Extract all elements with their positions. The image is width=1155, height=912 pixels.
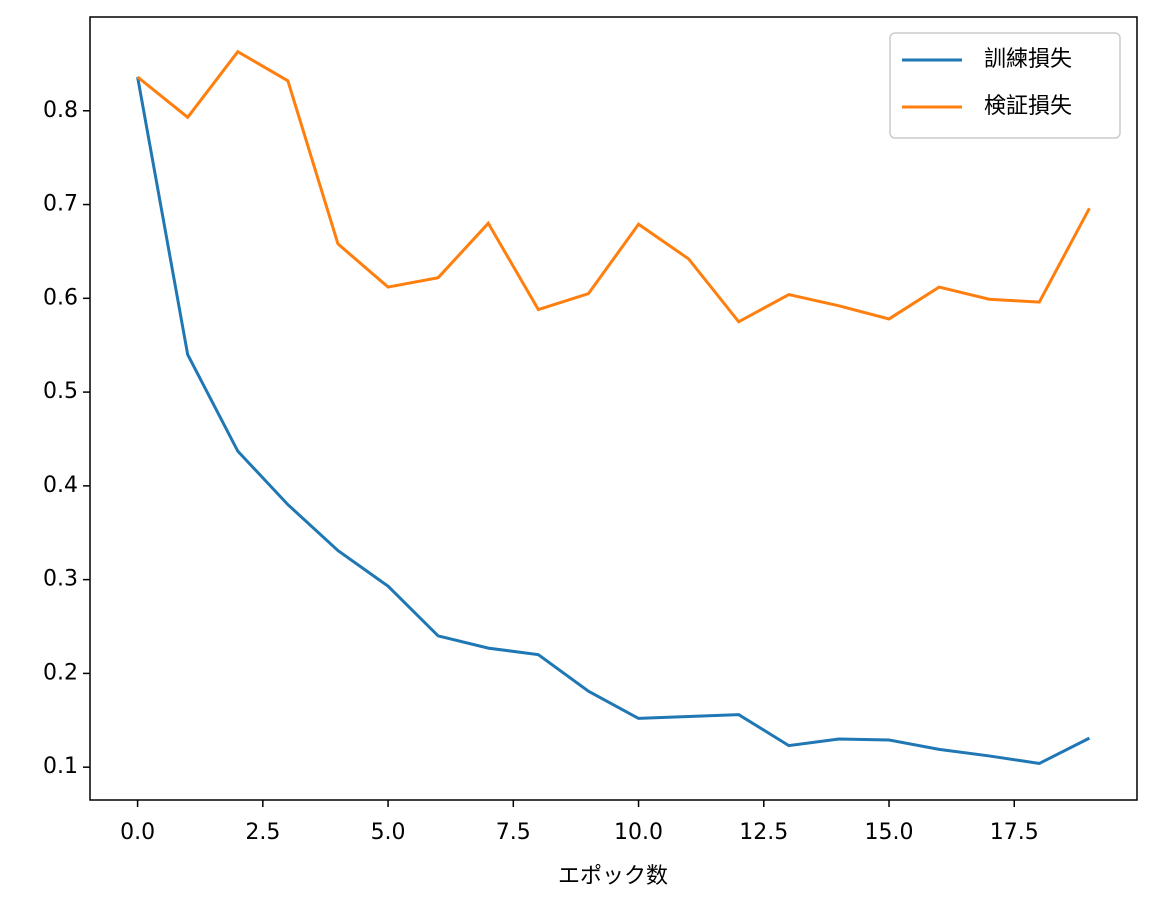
x-tick-label: 5.0 <box>371 820 406 845</box>
y-tick-label: 0.8 <box>43 98 78 123</box>
y-tick-label: 0.5 <box>43 379 78 404</box>
y-tick-label: 0.3 <box>43 567 78 592</box>
series-line <box>136 76 1091 765</box>
legend-label: 訓練損失 <box>984 47 1072 72</box>
x-tick-label: 12.5 <box>739 820 788 845</box>
legend-label: 検証損失 <box>984 94 1072 119</box>
x-tick-label: 7.5 <box>496 820 531 845</box>
y-tick-label: 0.7 <box>43 192 78 217</box>
series-line <box>136 49 1091 324</box>
y-tick-label: 0.2 <box>43 660 78 685</box>
plot-frame <box>89 16 1138 801</box>
x-axis-label: エポック数 <box>558 864 668 889</box>
y-tick-label: 0.4 <box>43 473 78 498</box>
x-tick-label: 2.5 <box>245 820 280 845</box>
y-tick-label: 0.1 <box>43 754 78 779</box>
x-tick-label: 10.0 <box>614 820 663 845</box>
x-tick-label: 17.5 <box>990 820 1039 845</box>
x-tick-label: 15.0 <box>865 820 914 845</box>
x-tick-label: 0.0 <box>120 820 155 845</box>
y-tick-label: 0.6 <box>43 285 78 310</box>
